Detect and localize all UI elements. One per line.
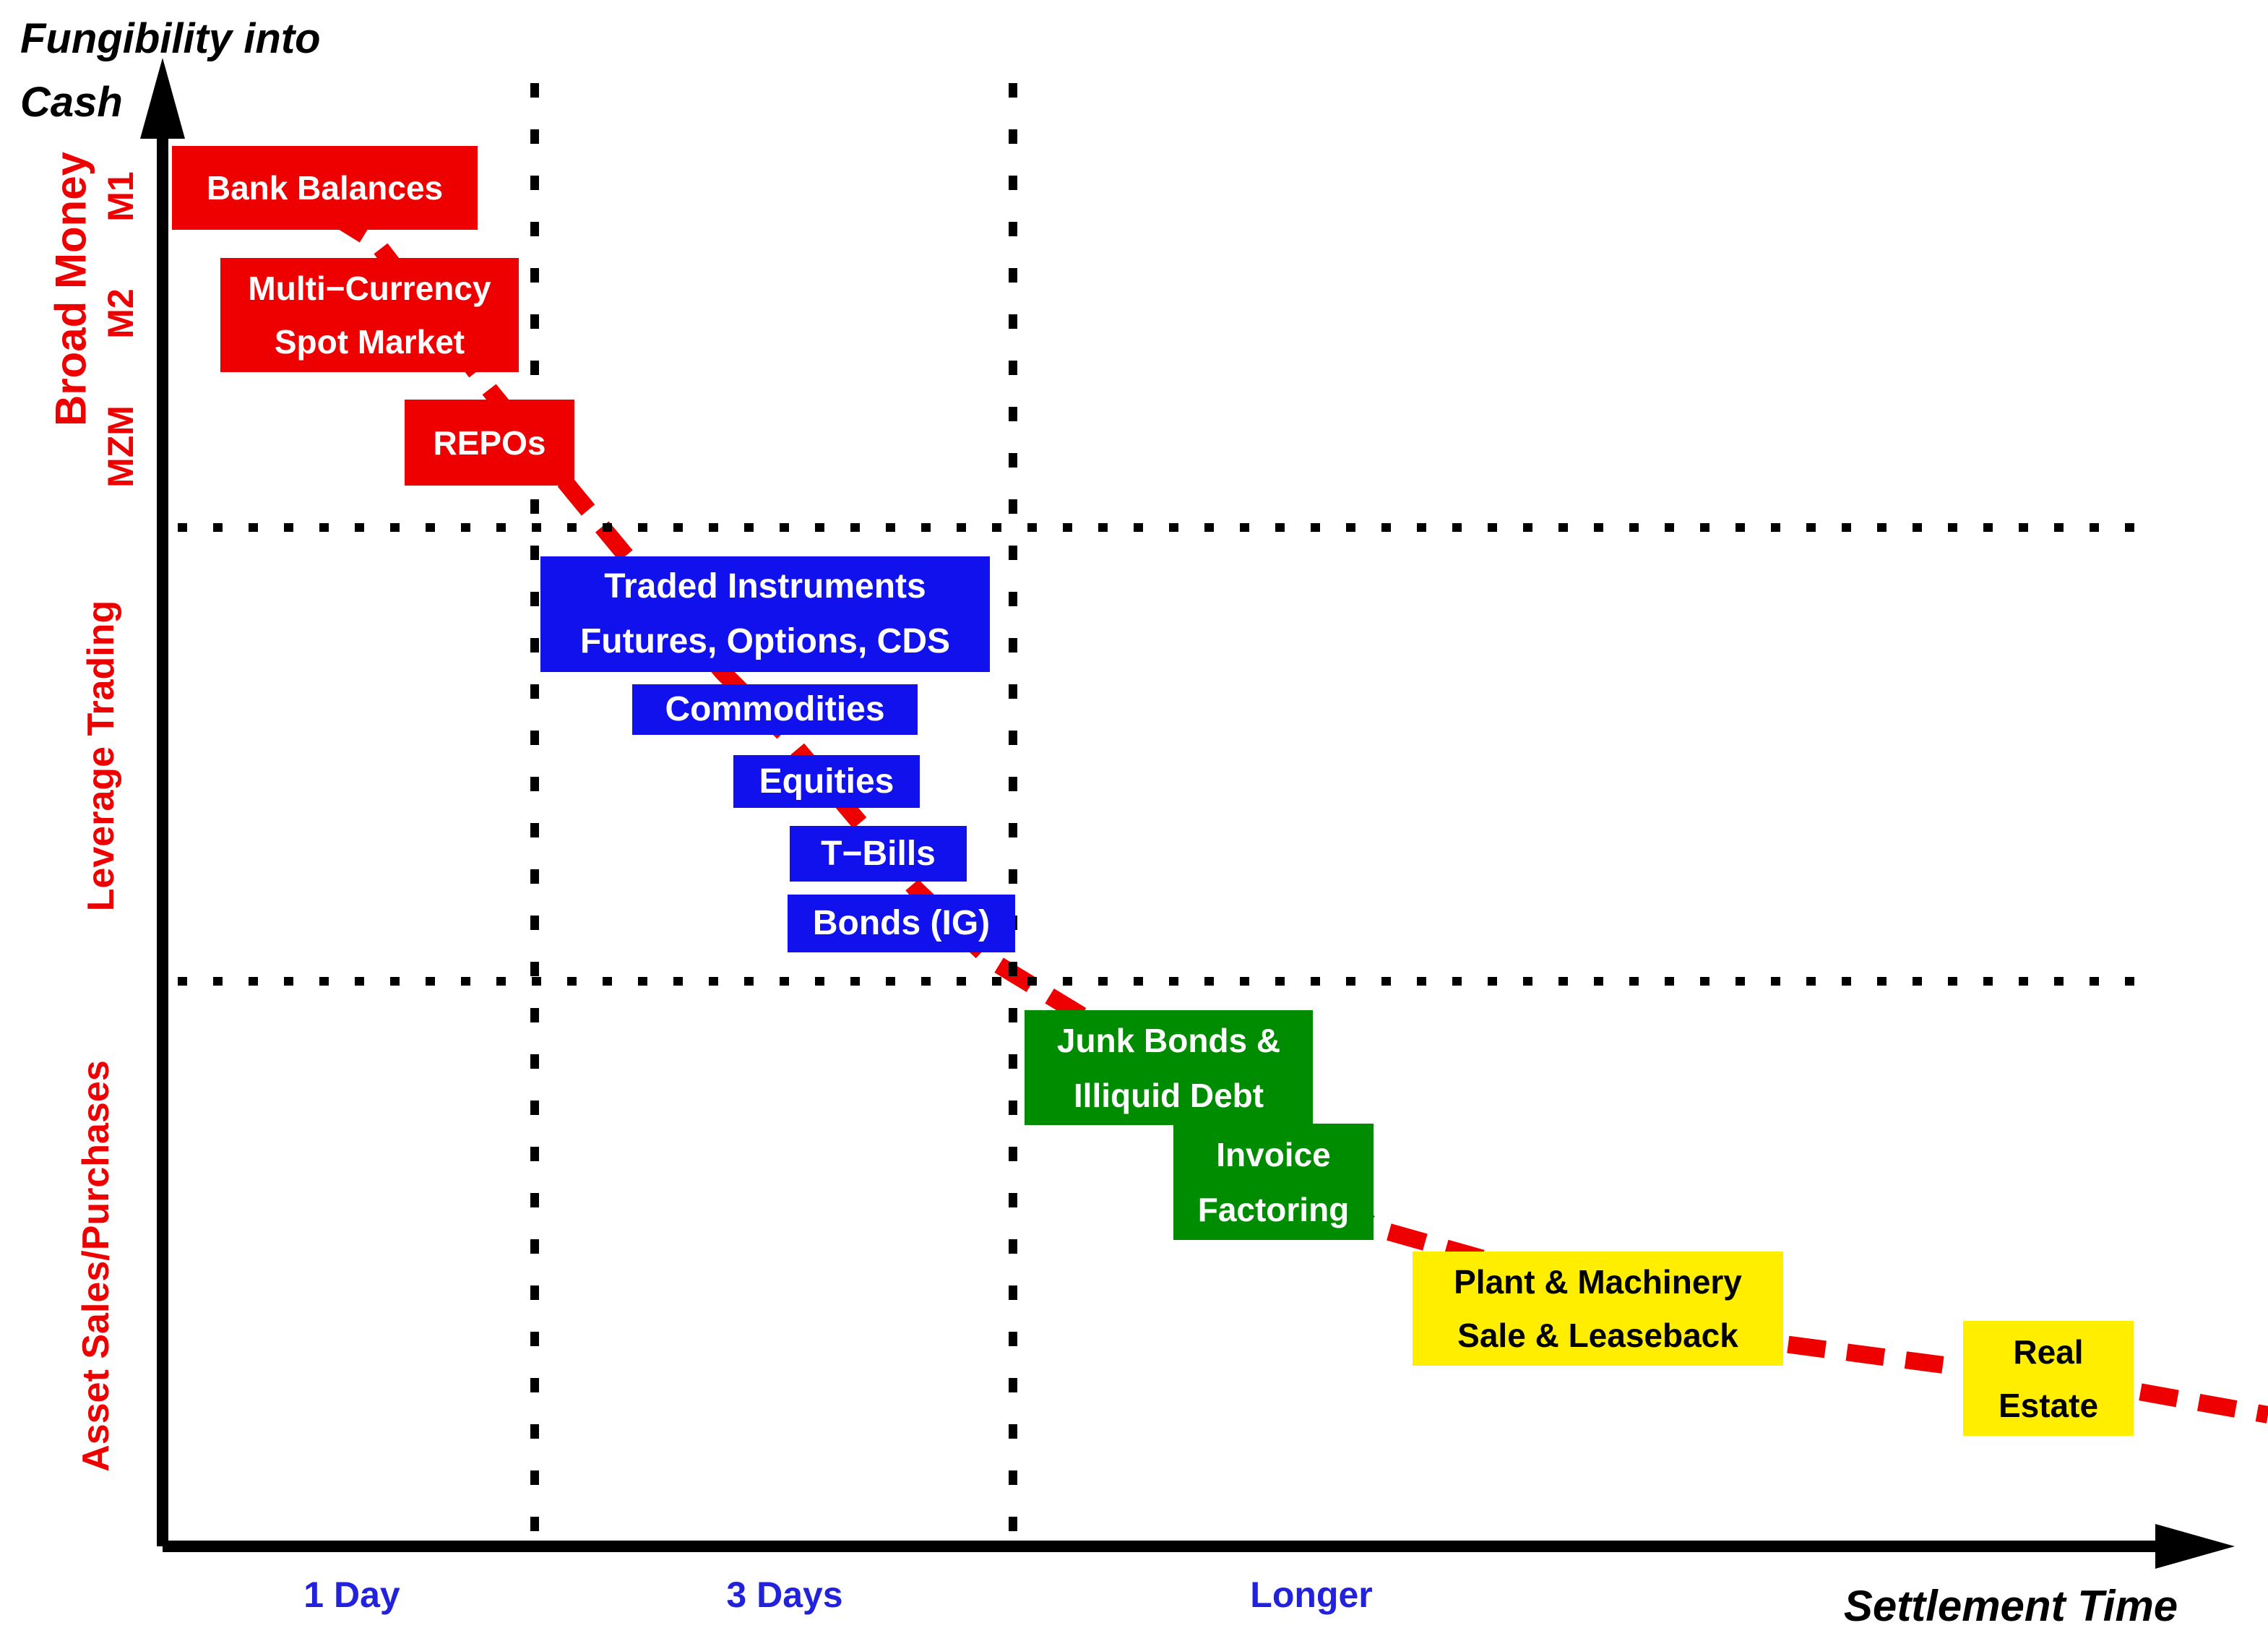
box-label: Sale & Leaseback (1457, 1317, 1738, 1354)
box-label: Futures, Options, CDS (579, 622, 950, 660)
x-tick-longer: Longer (1250, 1575, 1373, 1615)
box-label: Spot Market (274, 323, 465, 361)
y-subcategory-mzm: MZM (100, 405, 141, 488)
box-real-estate: Real Estate (1963, 1321, 2134, 1436)
box-bank-balances: Bank Balances (172, 146, 478, 230)
trend-dashed-line (277, 176, 2268, 1424)
y-category-broad-money: Broad Money (46, 151, 95, 427)
box-label: Equities (759, 762, 894, 801)
box-label: Invoice (1216, 1135, 1331, 1173)
box-label: Traded Instruments (604, 567, 926, 606)
x-tick-1-day: 1 Day (303, 1575, 400, 1615)
box-t-bills: T−Bills (790, 826, 967, 882)
box-invoice-factoring: Invoice Factoring (1173, 1124, 1374, 1240)
box-label: Commodities (665, 690, 885, 728)
box-label: T−Bills (821, 834, 936, 873)
box-label: Real (2013, 1332, 2084, 1371)
y-axis-title-line1: Fungibility into (20, 15, 321, 62)
y-axis-arrow-icon (140, 58, 185, 139)
y-subcategory-m2: M2 (100, 288, 141, 339)
y-subcategory-m1: M1 (100, 171, 141, 222)
y-category-asset-line1: Asset (75, 1369, 117, 1472)
box-label: Bonds (IG) (812, 904, 991, 942)
x-tick-3-days: 3 Days (726, 1575, 843, 1615)
box-label: Factoring (1197, 1190, 1350, 1228)
box-label: REPOs (433, 423, 546, 462)
y-axis-title-line2: Cash (20, 79, 123, 126)
box-equities: Equities (733, 755, 920, 808)
box-junk-bonds-illiquid-debt: Junk Bonds & Illiquid Debt (1025, 1010, 1313, 1125)
y-category-asset-line2: Sales/Purchases (75, 1060, 117, 1359)
box-label: Multi−Currency (248, 270, 491, 307)
box-label: Estate (1998, 1386, 2099, 1424)
x-axis-title: Settlement Time (1843, 1582, 2178, 1630)
box-repos: REPOs (405, 400, 574, 486)
box-label: Bank Balances (206, 169, 444, 207)
box-plant-machinery-sale-leaseback: Plant & Machinery Sale & Leaseback (1413, 1252, 1783, 1366)
box-label: Illiquid Debt (1073, 1076, 1264, 1114)
y-axis-title: Fungibility into Cash (20, 7, 321, 134)
box-bonds-ig: Bonds (IG) (788, 895, 1015, 952)
box-label: Junk Bonds & (1056, 1021, 1281, 1059)
box-multi-currency-spot-market: Multi−Currency Spot Market (220, 258, 519, 372)
x-axis-arrow-icon (2155, 1524, 2235, 1569)
y-category-leverage-trading: Leverage Trading (80, 600, 122, 912)
y-category-asset-sales: Asset Sales/Purchases (74, 1060, 118, 1471)
box-traded-instruments: Traded Instruments Futures, Options, CDS (540, 556, 990, 672)
box-label: Plant & Machinery (1454, 1263, 1742, 1301)
box-commodities: Commodities (632, 684, 918, 735)
